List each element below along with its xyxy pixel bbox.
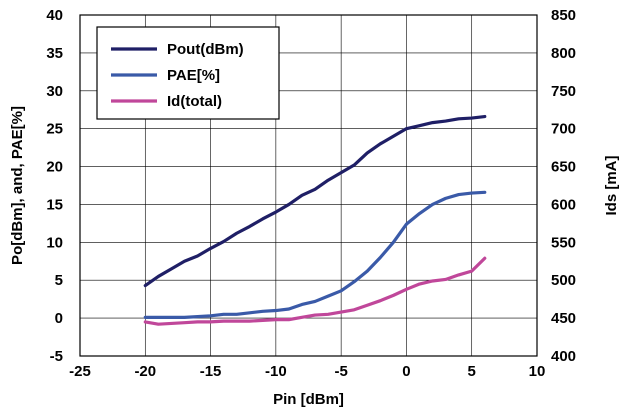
legend: Pout(dBm) PAE[%] Id(total) — [96, 26, 280, 120]
y-tick-label-right: 550 — [551, 234, 576, 251]
x-tick-label: -5 — [334, 363, 347, 380]
y-tick-label-right: 800 — [551, 45, 576, 62]
y-tick-label-left: -5 — [50, 348, 63, 365]
y-tick-label-right: 700 — [551, 121, 576, 138]
y-tick-label-right: 500 — [551, 272, 576, 289]
series-group — [143, 114, 487, 326]
y-tick-label-right: 400 — [551, 348, 576, 365]
series-line-1 — [143, 190, 487, 319]
series-line-0 — [143, 114, 487, 288]
x-tick-label: -25 — [69, 363, 91, 380]
y-tick-label-left: 0 — [55, 310, 63, 327]
y-tick-label-left: 40 — [46, 7, 63, 24]
y-tick-label-left: 30 — [46, 83, 63, 100]
tick-labels: -25 -20 -15 -10 -5 0 5 10 -5 0 5 10 15 20 25 30 35 40 400 4… — [46, 7, 576, 380]
plot-frame — [79, 14, 538, 357]
y-tick-label-left: 25 — [46, 121, 63, 138]
y-axis-title-left: Po[dBm], and, PAE[%] — [9, 106, 26, 265]
legend-label: Pout(dBm) — [167, 41, 244, 58]
x-tick-label: 5 — [468, 363, 476, 380]
y-tick-label-left: 15 — [46, 196, 63, 213]
y-tick-label-right: 750 — [551, 83, 576, 100]
y-tick-label-left: 35 — [46, 45, 63, 62]
x-tick-label: 0 — [402, 363, 410, 380]
y-tick-label-left: 5 — [55, 272, 63, 289]
y-tick-label-right: 600 — [551, 196, 576, 213]
series-line-2 — [143, 256, 487, 326]
x-tick-label: -10 — [265, 363, 287, 380]
y-tick-label-left: 20 — [46, 159, 63, 176]
y-tick-label-right: 850 — [551, 7, 576, 24]
y-tick-label-right: 450 — [551, 310, 576, 327]
x-tick-label: -20 — [134, 363, 156, 380]
x-axis-title: Pin [dBm] — [273, 391, 344, 408]
x-tick-label: -15 — [200, 363, 222, 380]
y-tick-label-left: 10 — [46, 234, 63, 251]
y-tick-label-right: 650 — [551, 159, 576, 176]
legend-label: Id(total) — [167, 93, 222, 110]
y-axis-title-right: Ids [mA] — [603, 155, 620, 215]
legend-label: PAE[%] — [167, 67, 220, 84]
legend-box — [96, 26, 280, 120]
x-tick-label: 10 — [529, 363, 546, 380]
